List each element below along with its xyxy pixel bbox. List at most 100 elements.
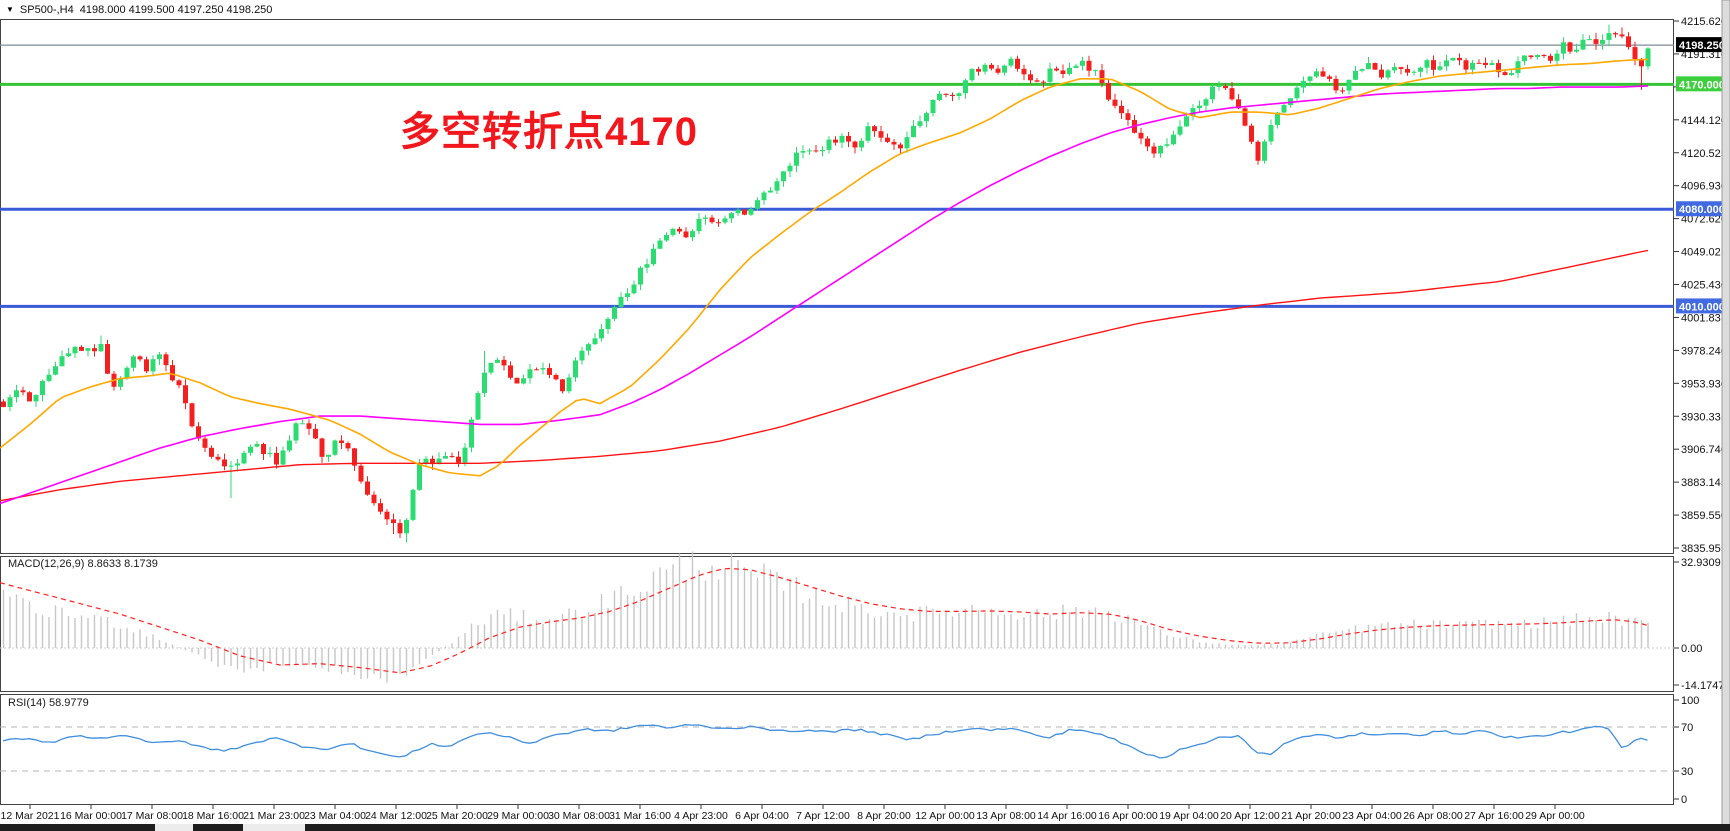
candle-body: [722, 218, 728, 223]
candle-body: [1041, 81, 1046, 83]
ohlc-values: 4198.000 4199.500 4197.250 4198.250: [79, 3, 273, 16]
ma-fast-orange-line: [0, 58, 1649, 477]
candle-body: [833, 139, 838, 143]
rsi-axis-label: 70: [1681, 722, 1693, 734]
candle-body: [1151, 146, 1157, 154]
candle-body: [924, 113, 929, 122]
candle-body: [404, 519, 409, 534]
candle-body: [1281, 105, 1287, 113]
time-axis-label: 13 Apr 08:00: [976, 810, 1036, 822]
candle-body: [989, 64, 994, 69]
candle-body: [696, 218, 702, 232]
candle-body: [228, 465, 234, 467]
candle-body: [423, 458, 429, 464]
symbol-dropdown-icon[interactable]: ▼: [6, 5, 14, 14]
candle-body: [787, 165, 793, 172]
rsi-indicator-label: RSI(14) 58.9779: [8, 697, 89, 709]
candle-body: [1561, 42, 1566, 54]
candle-body: [189, 403, 195, 427]
candle-body: [1567, 42, 1573, 52]
candle-body: [248, 446, 253, 453]
hline-price-badge-text: 4080.000: [1679, 204, 1725, 216]
candle-body: [14, 390, 19, 398]
text-annotation-pivot-4170[interactable]: 多空转折点4170: [400, 110, 698, 154]
candle-body: [1463, 60, 1469, 70]
taskbar-segment[interactable]: [193, 824, 243, 831]
candle-body: [839, 135, 845, 143]
time-axis-label: 19 Apr 04:00: [1159, 810, 1219, 822]
candle-body: [800, 151, 806, 153]
candle-body: [150, 359, 156, 372]
candle-body: [670, 228, 676, 235]
candle-body: [937, 93, 942, 100]
candle-body: [1021, 68, 1027, 75]
price-axis[interactable]: 4215.6204191.3104167.7154144.1204120.525…: [1674, 16, 1727, 806]
candle-body: [1138, 132, 1144, 139]
candle-body: [638, 267, 643, 285]
candle-body: [755, 200, 760, 209]
candle-body: [904, 137, 910, 149]
candle-body: [1385, 70, 1391, 78]
candle-body: [878, 131, 884, 138]
candle-body: [1431, 60, 1436, 70]
price-axis-label: 4025.430: [1681, 280, 1727, 292]
candle-body: [1275, 112, 1280, 125]
candle-body: [274, 452, 279, 465]
candle-body: [508, 365, 513, 378]
candle-body: [1554, 53, 1560, 61]
price-axis-label: 3930.335: [1681, 411, 1727, 423]
hline-price-badge: [1676, 298, 1724, 314]
candle-body: [1034, 80, 1040, 82]
bid-price-badge-text: 4198.250: [1679, 40, 1725, 52]
time-axis-label: 23 Mar 04:00: [304, 810, 366, 822]
candle-body: [534, 369, 539, 371]
candle-body: [982, 64, 988, 72]
candle-body: [872, 126, 877, 132]
time-axis-label: 14 Apr 16:00: [1037, 810, 1097, 822]
candle-body: [215, 456, 221, 460]
candle-body: [443, 456, 448, 459]
taskbar-segment[interactable]: [155, 824, 193, 831]
candle-body: [813, 150, 819, 152]
candle-body: [332, 440, 338, 455]
time-axis-label: 29 Apr 00:00: [1525, 810, 1585, 822]
hline-price-badge-text: 4170.000: [1679, 79, 1725, 91]
macd-axis-label: -14.1747: [1681, 680, 1724, 692]
time-axis[interactable]: 12 Mar 2021 16 Mar 00:00 17 Mar 08:00 18 Ma…: [1, 805, 1585, 822]
candle-body: [768, 190, 773, 193]
candle-body: [163, 354, 169, 366]
macd-indicator-label: MACD(12,26,9) 8.8633 8.1739: [8, 558, 158, 570]
candle-body: [1184, 116, 1189, 127]
candle-body: [488, 362, 494, 373]
right-scrollbar[interactable]: [1721, 0, 1730, 831]
symbol-timeframe-label: SP500-,H4: [19, 3, 74, 16]
time-axis-label: 25 Mar 20:00: [426, 810, 488, 822]
candle-body: [436, 458, 442, 465]
time-axis-label: 20 Apr 12:00: [1220, 810, 1280, 822]
candle-body: [1, 401, 6, 408]
candle-body: [501, 359, 507, 366]
candle-body: [566, 377, 572, 392]
taskbar-segment[interactable]: [0, 824, 155, 831]
taskbar-segment[interactable]: [305, 824, 1730, 831]
candle-body: [1379, 69, 1384, 78]
ma-mid-magenta-line: [0, 85, 1649, 505]
candle-body: [397, 523, 403, 534]
macd-pane[interactable]: [0, 556, 1674, 692]
time-axis-label: 21 Apr 20:00: [1281, 810, 1341, 822]
time-axis-label: 24 Mar 12:00: [365, 810, 427, 822]
candle-body: [1067, 67, 1072, 74]
price-axis-label: 4120.525: [1681, 148, 1727, 160]
candle-body: [735, 209, 741, 214]
candle-body: [1249, 125, 1254, 142]
candle-body: [124, 367, 130, 379]
main-chart-pane[interactable]: [0, 19, 1674, 554]
taskbar-segment[interactable]: [243, 824, 305, 831]
macd-histogram: [2, 551, 1649, 683]
candle-body: [66, 353, 71, 357]
candle-body: [235, 463, 240, 466]
candle-body: [1496, 63, 1501, 73]
rsi-pane[interactable]: [0, 694, 1674, 805]
candle-body: [33, 395, 39, 402]
